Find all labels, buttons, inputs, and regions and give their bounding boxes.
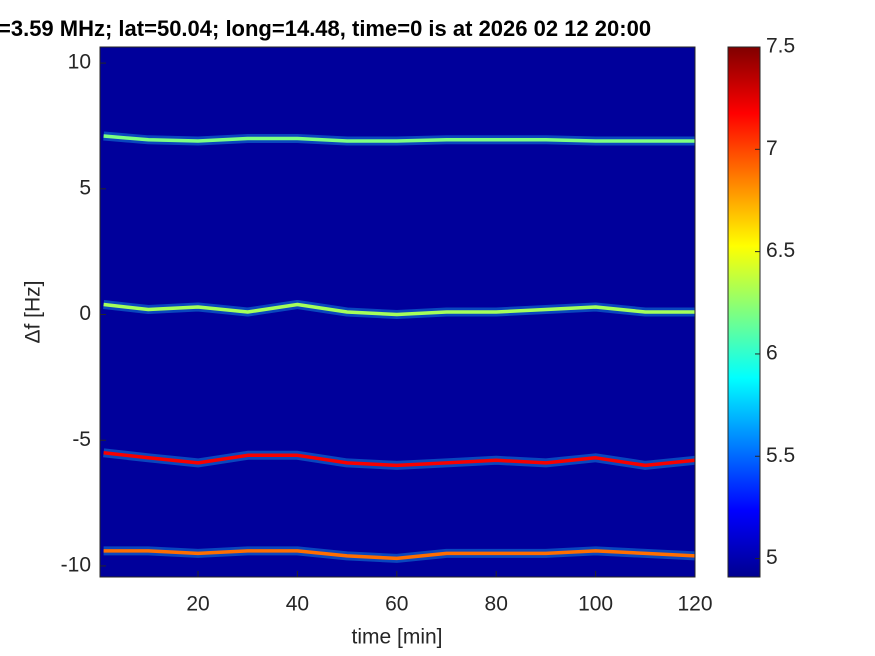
y-tick-label: -10 bbox=[61, 553, 91, 576]
trace bbox=[103, 451, 696, 468]
x-tick-label: 120 bbox=[677, 593, 712, 616]
colorbar-tick-label: 6 bbox=[766, 341, 778, 364]
colorbar-tick-label: 7 bbox=[766, 137, 778, 160]
y-axis-label: Δf [Hz] bbox=[22, 280, 45, 343]
colorbar bbox=[727, 46, 761, 578]
y-tick-label: 0 bbox=[79, 302, 91, 325]
colorbar-tick-label: 6.5 bbox=[766, 239, 795, 262]
y-tick-label: 5 bbox=[79, 176, 91, 199]
trace bbox=[103, 302, 695, 317]
trace bbox=[103, 549, 696, 561]
x-tick-label: 100 bbox=[578, 593, 613, 616]
x-axis-label: time [min] bbox=[351, 626, 442, 649]
y-tick-label: -5 bbox=[72, 428, 91, 451]
x-tick-label: 40 bbox=[286, 593, 309, 616]
y-tick-label: 10 bbox=[68, 51, 91, 74]
colorbar-tick-label: 5 bbox=[766, 546, 778, 569]
plot-background bbox=[100, 47, 695, 577]
chart-title: =3.59 MHz; lat=50.04; long=14.48, time=0… bbox=[0, 16, 651, 41]
axes-box bbox=[99, 46, 696, 578]
x-tick-label: 60 bbox=[385, 593, 408, 616]
x-tick-label: 20 bbox=[186, 593, 209, 616]
trace bbox=[103, 134, 695, 143]
colorbar-tick-label: 5.5 bbox=[766, 444, 795, 467]
x-tick-label: 80 bbox=[485, 593, 508, 616]
colorbar-tick-label: 7.5 bbox=[766, 35, 795, 58]
